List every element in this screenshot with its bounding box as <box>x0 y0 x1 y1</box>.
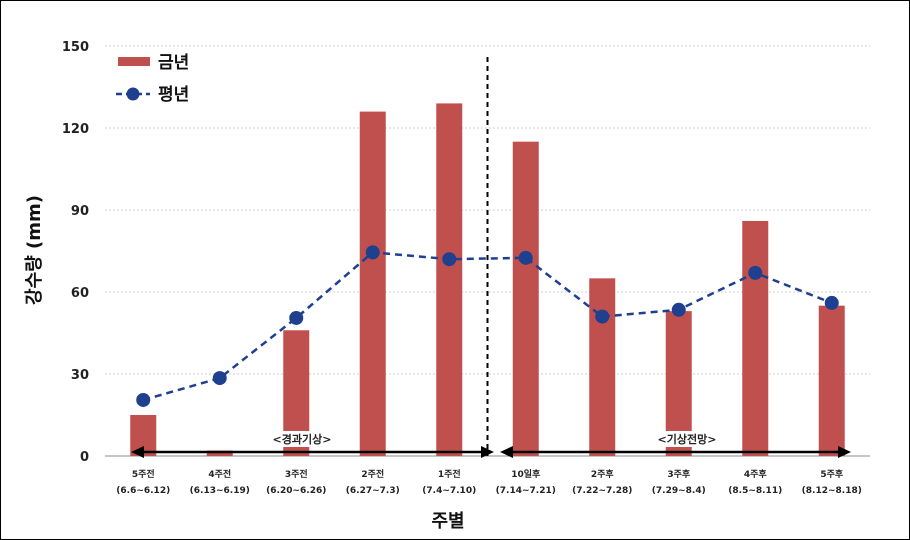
x-tick-label: 3주전 <box>285 468 308 480</box>
x-tick-range: (6.13~6.19) <box>190 486 250 496</box>
x-tick-label: 10일후 <box>511 468 541 480</box>
line-point <box>136 392 151 407</box>
x-tick-label: 2주후 <box>591 468 615 480</box>
line-point <box>212 371 227 386</box>
x-tick-label: 2주전 <box>361 468 384 480</box>
y-tick-label: 0 <box>80 450 89 465</box>
bar <box>206 450 233 456</box>
x-tick-range: (8.12~8.18) <box>802 486 862 496</box>
bar <box>512 141 539 456</box>
y-axis-title: 강수량 (mm) <box>24 195 45 305</box>
line-point <box>824 295 839 310</box>
x-tick-range: (7.14~7.21) <box>496 486 556 496</box>
x-tick-range: (7.29~8.4) <box>652 486 706 496</box>
x-tick-label: 4주후 <box>744 468 768 480</box>
y-tick-label: 30 <box>71 368 89 383</box>
legend: 금년 평년 <box>116 53 189 105</box>
bar <box>589 278 616 456</box>
past-period-arrow-head-right <box>481 446 494 458</box>
y-tick-label: 90 <box>71 204 89 219</box>
x-tick-label: 1주전 <box>438 468 461 480</box>
y-tick-labels: 0 30 60 90 120 150 <box>62 40 89 465</box>
forecast-period-arrow-head-right <box>838 446 851 458</box>
x-axis-title: 주별 <box>431 511 464 532</box>
y-tick-label: 60 <box>71 286 89 301</box>
x-tick-range: (6.6~6.12) <box>116 486 170 496</box>
period-label-past-bg <box>264 431 340 447</box>
bar <box>742 220 769 456</box>
line-point <box>748 265 763 280</box>
period-label-forecast: <기상전망> <box>658 432 717 446</box>
annotations: <경과기상> <기상전망> <box>131 57 851 458</box>
line-point <box>595 309 610 324</box>
x-tick-label: 3주후 <box>667 468 691 480</box>
x-tick-range: (7.4~7.10) <box>422 486 476 496</box>
legend-label-bar: 금년 <box>158 53 189 73</box>
line-point <box>289 310 304 325</box>
legend-swatch-bar <box>118 57 150 66</box>
line-series <box>136 245 839 407</box>
forecast-period-arrow-head-left <box>500 446 513 458</box>
period-label-forecast-bg <box>649 431 725 447</box>
x-tick-label: 4주전 <box>208 468 231 480</box>
x-tick-range: (6.20~6.26) <box>266 486 326 496</box>
x-tick-range: (7.22~7.28) <box>572 486 632 496</box>
line-point <box>365 245 380 260</box>
x-tick-range: (8.5~8.11) <box>728 486 782 496</box>
legend-swatch-marker <box>126 87 140 101</box>
y-tick-label: 150 <box>62 40 89 55</box>
line-point <box>442 252 457 267</box>
y-tick-label: 120 <box>62 122 89 137</box>
line-point <box>518 250 533 265</box>
x-tick-range: (6.27~7.3) <box>346 486 400 496</box>
x-tick-labels: 5주전 (6.6~6.12) 4주전 (6.13~6.19) 3주전 (6.20~6.26… <box>116 468 862 496</box>
past-period-arrow-head-left <box>131 446 144 458</box>
line-point <box>671 302 686 317</box>
period-label-past: <경과기상> <box>273 432 332 446</box>
x-tick-label: 5주전 <box>132 468 155 480</box>
legend-label-line: 평년 <box>158 85 189 105</box>
bar <box>436 103 463 457</box>
x-tick-label: 5주후 <box>820 468 844 480</box>
bar <box>359 111 386 456</box>
bar <box>818 305 845 456</box>
